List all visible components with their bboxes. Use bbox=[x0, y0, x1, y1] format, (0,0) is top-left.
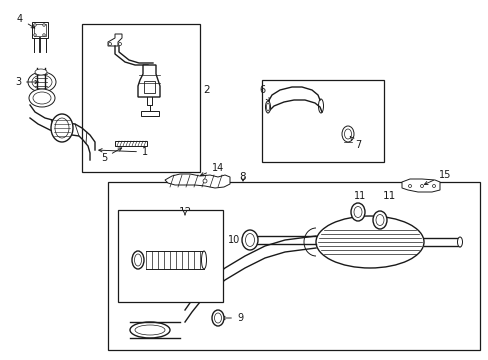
Ellipse shape bbox=[201, 251, 206, 269]
Ellipse shape bbox=[34, 24, 36, 26]
Bar bbox=[108, 182, 479, 350]
Polygon shape bbox=[32, 22, 48, 38]
Ellipse shape bbox=[266, 103, 269, 111]
Ellipse shape bbox=[33, 92, 51, 104]
Ellipse shape bbox=[318, 99, 323, 113]
Ellipse shape bbox=[108, 42, 111, 45]
Ellipse shape bbox=[42, 34, 45, 36]
Ellipse shape bbox=[353, 207, 361, 217]
Polygon shape bbox=[138, 65, 160, 97]
Ellipse shape bbox=[130, 322, 170, 338]
Text: 10: 10 bbox=[227, 235, 246, 245]
Text: 5: 5 bbox=[101, 148, 122, 163]
Ellipse shape bbox=[420, 185, 423, 188]
Ellipse shape bbox=[32, 75, 52, 89]
Ellipse shape bbox=[375, 215, 383, 225]
Ellipse shape bbox=[35, 69, 47, 75]
Ellipse shape bbox=[372, 211, 386, 229]
Text: 12: 12 bbox=[178, 207, 191, 217]
Ellipse shape bbox=[34, 34, 36, 36]
Ellipse shape bbox=[28, 72, 56, 92]
Bar bbox=[82, 24, 200, 172]
Ellipse shape bbox=[55, 118, 69, 138]
Text: 4: 4 bbox=[17, 14, 35, 28]
Bar bbox=[141, 111, 159, 116]
Polygon shape bbox=[164, 174, 229, 188]
Polygon shape bbox=[34, 24, 46, 36]
Bar bbox=[118, 210, 223, 302]
Ellipse shape bbox=[212, 310, 224, 326]
Text: 9: 9 bbox=[222, 313, 243, 323]
Text: 3: 3 bbox=[15, 77, 38, 87]
Text: 2: 2 bbox=[203, 85, 209, 95]
Text: 8: 8 bbox=[239, 172, 246, 182]
Polygon shape bbox=[401, 179, 439, 192]
Ellipse shape bbox=[118, 42, 121, 45]
Ellipse shape bbox=[42, 24, 45, 26]
Ellipse shape bbox=[242, 230, 258, 250]
Ellipse shape bbox=[51, 114, 73, 142]
Ellipse shape bbox=[132, 251, 143, 269]
Ellipse shape bbox=[203, 179, 206, 183]
Ellipse shape bbox=[214, 313, 221, 323]
Ellipse shape bbox=[350, 203, 364, 221]
Text: 15: 15 bbox=[424, 170, 450, 185]
Polygon shape bbox=[108, 34, 122, 46]
Bar bbox=[115, 141, 147, 146]
Ellipse shape bbox=[431, 185, 435, 188]
Text: 1: 1 bbox=[99, 147, 148, 157]
Bar bbox=[143, 81, 155, 93]
Ellipse shape bbox=[135, 325, 164, 335]
Ellipse shape bbox=[134, 254, 141, 266]
Ellipse shape bbox=[265, 101, 270, 113]
Text: 6: 6 bbox=[259, 85, 269, 101]
Text: 11: 11 bbox=[353, 191, 366, 208]
Ellipse shape bbox=[344, 129, 351, 139]
Ellipse shape bbox=[315, 216, 423, 268]
Text: 7: 7 bbox=[349, 136, 360, 150]
Ellipse shape bbox=[457, 237, 462, 247]
Ellipse shape bbox=[341, 126, 353, 142]
Text: 11: 11 bbox=[382, 191, 395, 201]
Text: 14: 14 bbox=[200, 163, 224, 176]
Bar bbox=[262, 80, 383, 162]
Text: 13: 13 bbox=[123, 269, 136, 285]
Ellipse shape bbox=[245, 234, 254, 247]
Ellipse shape bbox=[29, 89, 55, 107]
Ellipse shape bbox=[407, 185, 411, 188]
